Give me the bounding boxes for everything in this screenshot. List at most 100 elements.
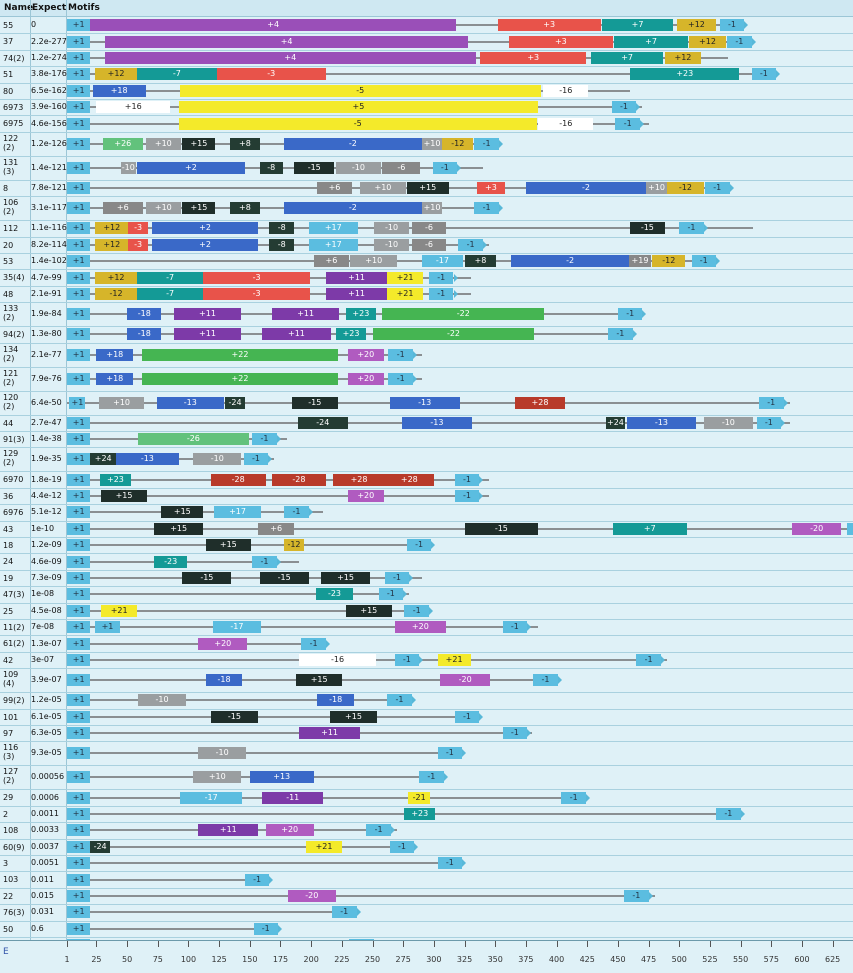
motif-block[interactable]: -10 <box>193 453 242 466</box>
motif-block[interactable]: -1 <box>679 222 704 235</box>
motif-block[interactable]: +1 <box>67 873 91 886</box>
motif-block[interactable]: +1 <box>67 710 91 723</box>
motif-block[interactable]: -1 <box>366 824 391 837</box>
motif-block[interactable]: -1 <box>388 348 413 361</box>
motif-block[interactable]: +23 <box>100 473 131 486</box>
motif-block[interactable]: -7 <box>136 68 217 81</box>
motif-block[interactable]: -1 <box>384 571 410 584</box>
motif-block[interactable]: -1 <box>458 238 483 251</box>
motif-block[interactable]: +28 <box>384 473 434 486</box>
motif-block[interactable]: -10 <box>335 161 382 174</box>
motif-block[interactable]: -1 <box>378 588 404 601</box>
motif-block[interactable]: +1 <box>67 453 91 466</box>
motif-block[interactable]: -12 <box>284 539 304 552</box>
motif-block[interactable]: +12 <box>95 222 129 235</box>
motif-block[interactable]: -17 <box>421 255 464 268</box>
motif-block[interactable]: -24 <box>225 396 245 409</box>
motif-block[interactable]: -18 <box>205 674 243 687</box>
motif-block[interactable]: +6 <box>313 255 350 268</box>
motif-block[interactable]: -15 <box>259 571 309 584</box>
motif-block[interactable]: +21 <box>437 653 471 666</box>
motif-block[interactable]: +28 <box>333 473 385 486</box>
motif-block[interactable]: +1 <box>67 84 91 97</box>
motif-block[interactable]: -1 <box>759 396 784 409</box>
motif-block[interactable]: +1 <box>67 747 91 760</box>
motif-block[interactable]: -28 <box>271 473 326 486</box>
motif-block[interactable]: +10 <box>360 181 406 194</box>
motif-block[interactable]: -1 <box>561 791 586 804</box>
motif-block[interactable]: -1 <box>387 694 412 707</box>
motif-block[interactable]: +1 <box>67 588 91 601</box>
motif-block[interactable]: +15 <box>329 710 378 723</box>
motif-block[interactable]: -2 <box>284 202 422 215</box>
motif-block[interactable]: +10 <box>98 396 145 409</box>
motif-block[interactable]: -17 <box>179 791 243 804</box>
motif-block[interactable]: +21 <box>387 287 423 300</box>
motif-block[interactable]: -24 <box>297 416 348 429</box>
motif-block[interactable]: +1 <box>67 555 91 568</box>
motif-block[interactable]: -12 <box>652 255 686 268</box>
motif-block[interactable]: -1 <box>719 19 745 32</box>
motif-block[interactable]: +3 <box>497 19 601 32</box>
motif-block[interactable]: -1 <box>474 137 499 150</box>
motif-block[interactable]: -15 <box>182 571 232 584</box>
motif-block[interactable]: -26 <box>138 433 249 446</box>
motif-block[interactable]: +15 <box>296 674 342 687</box>
motif-block[interactable]: +15 <box>154 522 204 535</box>
motif-block[interactable]: -3 <box>216 68 326 81</box>
motif-block[interactable]: +23 <box>345 308 377 321</box>
motif-block[interactable]: +4 <box>105 35 469 48</box>
motif-block[interactable]: -6 <box>411 238 447 251</box>
motif-block[interactable]: +1 <box>67 433 91 446</box>
motif-block[interactable]: +1 <box>67 238 91 251</box>
motif-block[interactable]: +12 <box>664 51 702 64</box>
motif-block[interactable]: -2 <box>525 181 647 194</box>
motif-block[interactable]: -13 <box>156 396 225 409</box>
motif-block[interactable]: -1 <box>611 101 637 114</box>
motif-block[interactable]: -1 <box>301 637 326 650</box>
motif-block[interactable]: +8 <box>464 255 497 268</box>
motif-block[interactable]: +5 <box>178 101 539 114</box>
motif-block[interactable]: +21 <box>101 604 137 617</box>
motif-block[interactable]: +17 <box>308 238 358 251</box>
motif-block[interactable]: +10 <box>421 202 443 215</box>
motif-block[interactable]: +1 <box>67 506 91 519</box>
motif-block[interactable]: -23 <box>316 588 353 601</box>
motif-block[interactable]: +1 <box>67 653 91 666</box>
motif-block[interactable]: +26 <box>102 137 144 150</box>
motif-block[interactable]: -1 <box>404 604 429 617</box>
motif-block[interactable]: -1 <box>474 202 499 215</box>
motif-block[interactable]: -5 <box>178 117 537 130</box>
motif-block[interactable]: +12 <box>95 68 137 81</box>
motif-block[interactable]: +1 <box>67 621 91 634</box>
motif-block[interactable]: +3 <box>476 181 506 194</box>
motif-block[interactable]: -1 <box>454 473 480 486</box>
motif-block[interactable]: +10 <box>421 137 443 150</box>
motif-block[interactable]: +21 <box>387 271 423 284</box>
motif-block[interactable]: -1 <box>847 522 853 535</box>
motif-block[interactable]: -22 <box>372 328 535 341</box>
motif-block[interactable]: -1 <box>502 621 528 634</box>
motif-block[interactable]: +11 <box>325 287 388 300</box>
motif-block[interactable]: +15 <box>101 489 147 502</box>
motif-block[interactable]: -3 <box>128 222 148 235</box>
motif-block[interactable]: -1 <box>751 68 777 81</box>
motif-block[interactable]: -15 <box>210 710 259 723</box>
motif-block[interactable]: +1 <box>67 889 91 902</box>
motif-block[interactable]: +1 <box>67 308 91 321</box>
motif-block[interactable]: +1 <box>67 101 91 114</box>
motif-block[interactable]: -8 <box>259 161 283 174</box>
motif-block[interactable]: +24 <box>605 416 626 429</box>
motif-block[interactable]: +11 <box>298 727 361 740</box>
motif-block[interactable]: -1 <box>624 889 649 902</box>
motif-block[interactable]: -1 <box>705 181 730 194</box>
motif-block[interactable]: -13 <box>389 396 460 409</box>
motif-block[interactable]: +20 <box>198 637 248 650</box>
motif-block[interactable]: -18 <box>317 694 355 707</box>
motif-block[interactable]: +15 <box>320 571 371 584</box>
motif-block[interactable]: -7 <box>136 271 204 284</box>
motif-block[interactable]: +22 <box>141 348 339 361</box>
motif-block[interactable]: +1 <box>67 922 91 935</box>
motif-block[interactable]: -17 <box>213 621 261 634</box>
motif-block[interactable]: +1 <box>67 489 91 502</box>
